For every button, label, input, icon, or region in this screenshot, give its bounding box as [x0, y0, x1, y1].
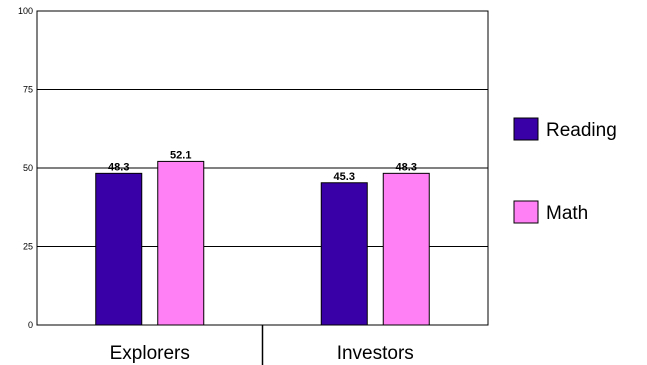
x-axis: Explorers Investors	[110, 325, 414, 365]
bar-math-explorers	[157, 160, 205, 326]
y-tick-label: 25	[23, 242, 33, 252]
legend-swatch-reading	[513, 117, 539, 141]
y-tick-label: 50	[23, 163, 33, 173]
y-axis: 0 25 50 75 100	[18, 6, 33, 330]
data-label: 52.1	[170, 149, 191, 161]
legend-label-reading: Reading	[546, 120, 617, 141]
data-label: 48.3	[108, 161, 129, 173]
bars	[95, 160, 430, 326]
bar-reading-investors	[320, 182, 368, 326]
data-label: 45.3	[334, 171, 355, 183]
legend: Reading Math	[513, 117, 617, 224]
legend-swatch-math	[513, 200, 539, 224]
data-labels: 48.3 52.1 45.3 48.3	[108, 149, 417, 182]
legend-label-math: Math	[546, 203, 588, 224]
category-label: Explorers	[110, 343, 190, 364]
bar-reading-explorers	[95, 172, 143, 326]
bar-math-investors	[382, 172, 430, 326]
y-tick-label: 0	[28, 320, 33, 330]
data-label: 48.3	[396, 161, 417, 173]
y-tick-label: 75	[23, 85, 33, 95]
y-tick-label: 100	[18, 6, 33, 16]
category-label: Investors	[337, 343, 414, 364]
